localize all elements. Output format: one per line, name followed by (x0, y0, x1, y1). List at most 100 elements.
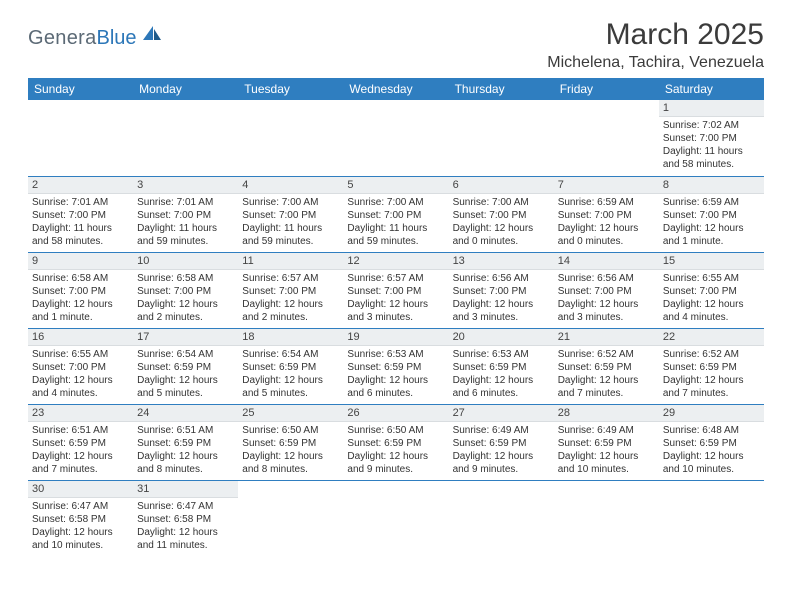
day-number: 17 (133, 329, 238, 346)
brand-sub: Blue (97, 27, 137, 50)
day-number: 15 (659, 253, 764, 270)
day-info: Sunrise: 6:51 AMSunset: 6:59 PMDaylight:… (28, 422, 133, 478)
day-number: 19 (343, 329, 448, 346)
calendar-day-cell (238, 480, 343, 556)
sail-icon (141, 24, 163, 47)
day-number: 12 (343, 253, 448, 270)
day-info: Sunrise: 6:51 AMSunset: 6:59 PMDaylight:… (133, 422, 238, 478)
day-header: Saturday (659, 78, 764, 100)
location-text: Michelena, Tachira, Venezuela (547, 54, 764, 72)
day-number: 29 (659, 405, 764, 422)
day-number: 14 (554, 253, 659, 270)
calendar-day-cell: 10Sunrise: 6:58 AMSunset: 7:00 PMDayligh… (133, 252, 238, 328)
day-number: 7 (554, 177, 659, 194)
day-number: 13 (449, 253, 554, 270)
calendar-day-cell: 28Sunrise: 6:49 AMSunset: 6:59 PMDayligh… (554, 404, 659, 480)
calendar-day-cell: 15Sunrise: 6:55 AMSunset: 7:00 PMDayligh… (659, 252, 764, 328)
calendar-day-cell: 22Sunrise: 6:52 AMSunset: 6:59 PMDayligh… (659, 328, 764, 404)
day-number: 2 (28, 177, 133, 194)
calendar-day-cell: 27Sunrise: 6:49 AMSunset: 6:59 PMDayligh… (449, 404, 554, 480)
day-header: Thursday (449, 78, 554, 100)
calendar-table: SundayMondayTuesdayWednesdayThursdayFrid… (28, 78, 764, 556)
calendar-day-cell: 30Sunrise: 6:47 AMSunset: 6:58 PMDayligh… (28, 480, 133, 556)
calendar-day-cell: 13Sunrise: 6:56 AMSunset: 7:00 PMDayligh… (449, 252, 554, 328)
day-header: Tuesday (238, 78, 343, 100)
day-info: Sunrise: 6:52 AMSunset: 6:59 PMDaylight:… (659, 346, 764, 402)
calendar-day-cell: 20Sunrise: 6:53 AMSunset: 6:59 PMDayligh… (449, 328, 554, 404)
calendar-day-cell: 12Sunrise: 6:57 AMSunset: 7:00 PMDayligh… (343, 252, 448, 328)
calendar-day-cell (449, 100, 554, 176)
day-number: 25 (238, 405, 343, 422)
day-number: 23 (28, 405, 133, 422)
day-number: 1 (659, 100, 764, 117)
day-number: 26 (343, 405, 448, 422)
calendar-day-cell: 6Sunrise: 7:00 AMSunset: 7:00 PMDaylight… (449, 176, 554, 252)
day-info: Sunrise: 6:47 AMSunset: 6:58 PMDaylight:… (28, 498, 133, 554)
day-header: Wednesday (343, 78, 448, 100)
day-header: Monday (133, 78, 238, 100)
day-info: Sunrise: 6:55 AMSunset: 7:00 PMDaylight:… (659, 270, 764, 326)
calendar-day-cell: 5Sunrise: 7:00 AMSunset: 7:00 PMDaylight… (343, 176, 448, 252)
calendar-day-cell: 11Sunrise: 6:57 AMSunset: 7:00 PMDayligh… (238, 252, 343, 328)
day-header: Sunday (28, 78, 133, 100)
calendar-day-cell: 17Sunrise: 6:54 AMSunset: 6:59 PMDayligh… (133, 328, 238, 404)
calendar-day-cell: 2Sunrise: 7:01 AMSunset: 7:00 PMDaylight… (28, 176, 133, 252)
calendar-day-cell (238, 100, 343, 176)
calendar-week-row: 30Sunrise: 6:47 AMSunset: 6:58 PMDayligh… (28, 480, 764, 556)
calendar-day-cell: 3Sunrise: 7:01 AMSunset: 7:00 PMDaylight… (133, 176, 238, 252)
day-number: 20 (449, 329, 554, 346)
calendar-day-cell (343, 480, 448, 556)
calendar-day-cell: 24Sunrise: 6:51 AMSunset: 6:59 PMDayligh… (133, 404, 238, 480)
day-number: 9 (28, 253, 133, 270)
calendar-week-row: 23Sunrise: 6:51 AMSunset: 6:59 PMDayligh… (28, 404, 764, 480)
day-info: Sunrise: 6:55 AMSunset: 7:00 PMDaylight:… (28, 346, 133, 402)
day-info: Sunrise: 6:50 AMSunset: 6:59 PMDaylight:… (238, 422, 343, 478)
calendar-day-cell (554, 100, 659, 176)
calendar-day-cell: 19Sunrise: 6:53 AMSunset: 6:59 PMDayligh… (343, 328, 448, 404)
day-info: Sunrise: 6:58 AMSunset: 7:00 PMDaylight:… (28, 270, 133, 326)
day-info: Sunrise: 6:58 AMSunset: 7:00 PMDaylight:… (133, 270, 238, 326)
day-info: Sunrise: 6:57 AMSunset: 7:00 PMDaylight:… (343, 270, 448, 326)
day-info: Sunrise: 7:01 AMSunset: 7:00 PMDaylight:… (133, 194, 238, 250)
brand-logo: Genera Blue (28, 24, 163, 53)
calendar-day-cell (343, 100, 448, 176)
day-info: Sunrise: 6:53 AMSunset: 6:59 PMDaylight:… (343, 346, 448, 402)
day-info: Sunrise: 7:01 AMSunset: 7:00 PMDaylight:… (28, 194, 133, 250)
day-number: 22 (659, 329, 764, 346)
day-number: 8 (659, 177, 764, 194)
day-number: 4 (238, 177, 343, 194)
calendar-day-cell: 4Sunrise: 7:00 AMSunset: 7:00 PMDaylight… (238, 176, 343, 252)
calendar-day-cell: 1Sunrise: 7:02 AMSunset: 7:00 PMDaylight… (659, 100, 764, 176)
day-number: 28 (554, 405, 659, 422)
day-info: Sunrise: 7:00 AMSunset: 7:00 PMDaylight:… (238, 194, 343, 250)
calendar-day-cell (659, 480, 764, 556)
day-info: Sunrise: 6:47 AMSunset: 6:58 PMDaylight:… (133, 498, 238, 554)
calendar-day-cell: 8Sunrise: 6:59 AMSunset: 7:00 PMDaylight… (659, 176, 764, 252)
calendar-day-cell: 26Sunrise: 6:50 AMSunset: 6:59 PMDayligh… (343, 404, 448, 480)
calendar-day-cell: 29Sunrise: 6:48 AMSunset: 6:59 PMDayligh… (659, 404, 764, 480)
day-info: Sunrise: 6:56 AMSunset: 7:00 PMDaylight:… (449, 270, 554, 326)
calendar-day-cell (133, 100, 238, 176)
day-info: Sunrise: 6:54 AMSunset: 6:59 PMDaylight:… (133, 346, 238, 402)
day-info: Sunrise: 6:53 AMSunset: 6:59 PMDaylight:… (449, 346, 554, 402)
day-info: Sunrise: 6:49 AMSunset: 6:59 PMDaylight:… (449, 422, 554, 478)
calendar-day-cell: 21Sunrise: 6:52 AMSunset: 6:59 PMDayligh… (554, 328, 659, 404)
day-number: 11 (238, 253, 343, 270)
day-info: Sunrise: 6:54 AMSunset: 6:59 PMDaylight:… (238, 346, 343, 402)
calendar-day-cell: 7Sunrise: 6:59 AMSunset: 7:00 PMDaylight… (554, 176, 659, 252)
month-title: March 2025 (547, 18, 764, 52)
day-number: 3 (133, 177, 238, 194)
calendar-day-cell: 18Sunrise: 6:54 AMSunset: 6:59 PMDayligh… (238, 328, 343, 404)
day-info: Sunrise: 6:59 AMSunset: 7:00 PMDaylight:… (659, 194, 764, 250)
day-number: 21 (554, 329, 659, 346)
calendar-day-cell: 31Sunrise: 6:47 AMSunset: 6:58 PMDayligh… (133, 480, 238, 556)
calendar-day-cell: 9Sunrise: 6:58 AMSunset: 7:00 PMDaylight… (28, 252, 133, 328)
day-number: 24 (133, 405, 238, 422)
day-number: 31 (133, 481, 238, 498)
day-info: Sunrise: 6:59 AMSunset: 7:00 PMDaylight:… (554, 194, 659, 250)
calendar-week-row: 16Sunrise: 6:55 AMSunset: 7:00 PMDayligh… (28, 328, 764, 404)
day-info: Sunrise: 6:57 AMSunset: 7:00 PMDaylight:… (238, 270, 343, 326)
day-info: Sunrise: 6:48 AMSunset: 6:59 PMDaylight:… (659, 422, 764, 478)
day-number: 16 (28, 329, 133, 346)
day-number: 6 (449, 177, 554, 194)
